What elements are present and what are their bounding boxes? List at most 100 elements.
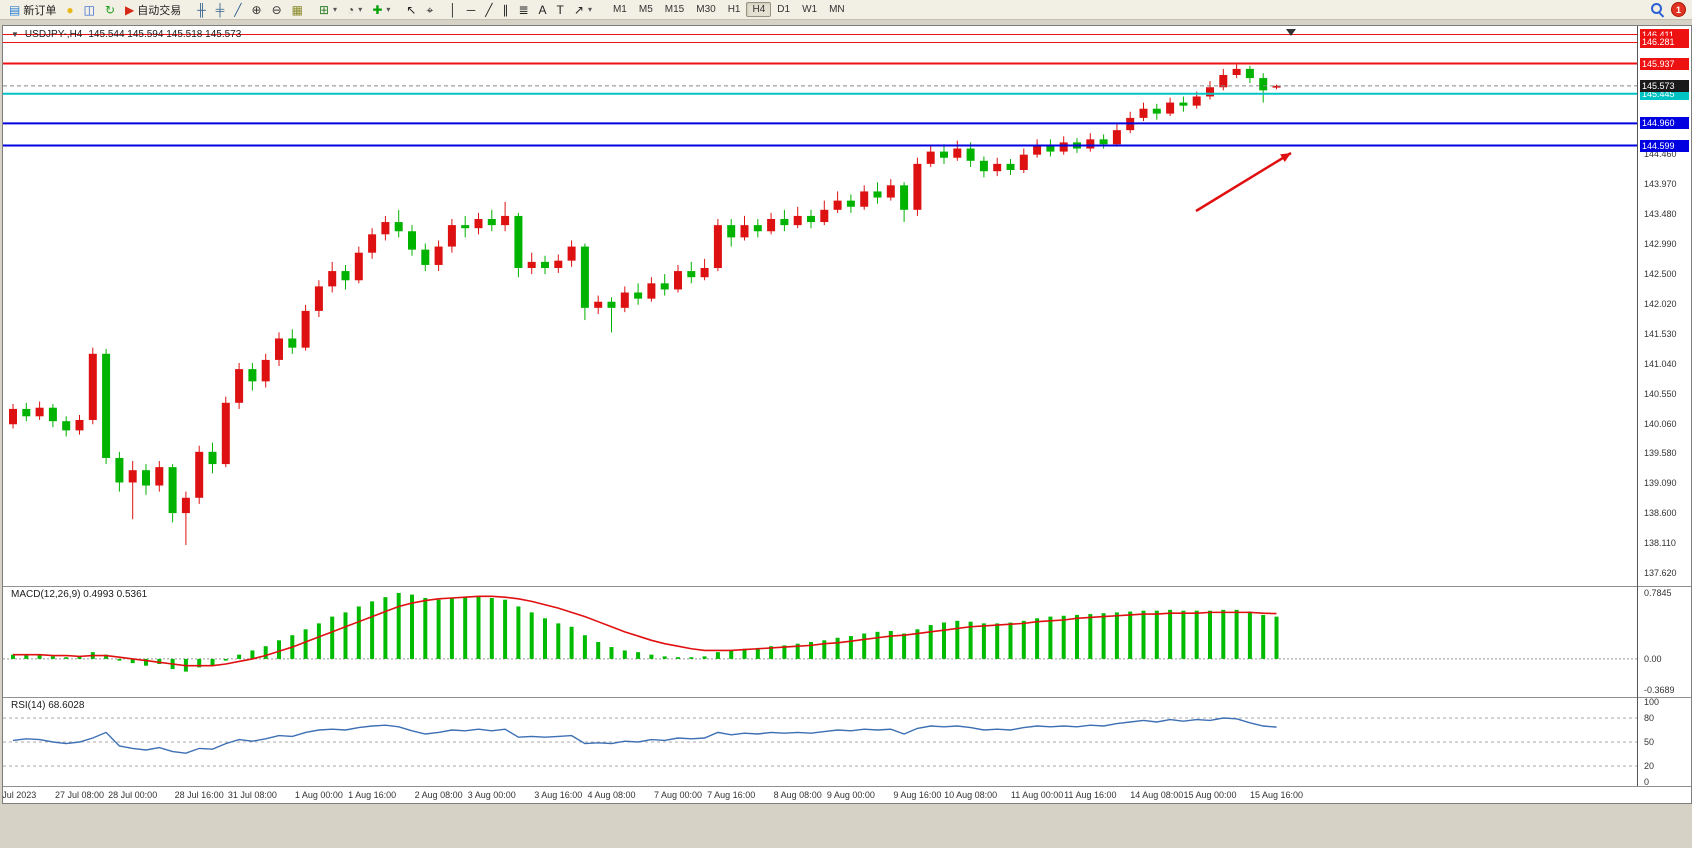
- dropdown-arrow-icon: ▾: [333, 5, 338, 14]
- candlestick-chart-button[interactable]: ╪: [211, 0, 230, 20]
- line-chart-button[interactable]: ╱: [229, 0, 246, 20]
- chart-window: ▼ USDJPY-,H4 145.544 145.594 145.518 145…: [0, 25, 1692, 804]
- channel-icon: ∥: [502, 2, 509, 17]
- timeframe-group: M1 M5 M15 M30 H1 H4 D1 W1 MN: [607, 2, 851, 17]
- crosshair-icon: ⌖: [426, 2, 434, 17]
- current-price-tag: 145.573: [1640, 79, 1689, 92]
- price-tick-label: 140.060: [1644, 418, 1677, 429]
- timeframe-mn-button[interactable]: MN: [829, 4, 845, 15]
- macd-axis-label: 0.7845: [1644, 587, 1672, 598]
- refresh-button[interactable]: ↻: [100, 0, 120, 20]
- candlestick-series: [9, 64, 1281, 545]
- rsi-axis-label: 0: [1644, 777, 1650, 787]
- collapse-triangle-icon[interactable]: ▼: [11, 30, 19, 39]
- time-axis-label: 26 Jul 2023: [0, 790, 37, 800]
- time-axis-label: 9 Aug 16:00: [893, 790, 942, 800]
- chart-ohlc-values: 145.544 145.594 145.518 145.573: [88, 29, 242, 40]
- time-axis-label: 4 Aug 08:00: [587, 790, 636, 800]
- macd-axis-label: 0.00: [1644, 653, 1662, 664]
- toolbar: ▤ 新订单 ● ◫ ↻ ▶ 自动交易 ╫ ╪ ╱ ⊕ ⊖ ▦ ⊞ ▾ ◔ ▾ ✚ ▾ ↖ ⌖ │ ─ ╱ ∥ ≣ A T ↗ ▾ M1 M5…: [0, 0, 1692, 20]
- notification-badge[interactable]: 1: [1671, 2, 1686, 17]
- tile-windows-icon: ▦: [291, 2, 303, 17]
- new-chart-icon: ⊞: [318, 2, 330, 17]
- indicators-icon: ✚: [372, 2, 383, 17]
- price-tick-label: 139.580: [1644, 448, 1677, 459]
- time-axis-label: 28 Jul 16:00: [174, 790, 224, 800]
- time-axis-label: 27 Jul 08:00: [54, 790, 105, 800]
- trendline-icon: ╱: [485, 2, 493, 17]
- rsi-axis-label: 50: [1644, 737, 1655, 747]
- price-tick-label: 139.090: [1644, 478, 1677, 489]
- toolbar-button-group: ▤ 新订单 ● ◫ ↻ ▶ 自动交易 ╫ ╪ ╱ ⊕ ⊖ ▦ ⊞ ▾ ◔ ▾ ✚ ▾ ↖ ⌖ │ ─ ╱ ∥ ≣ A T ↗ ▾: [4, 0, 603, 20]
- time-axis-label: 8 Aug 08:00: [773, 790, 822, 800]
- cursor-button[interactable]: ↖: [401, 0, 421, 20]
- macd-histogram: [11, 592, 1279, 672]
- template-button[interactable]: ●: [61, 0, 78, 20]
- price-axis[interactable]: 145.930145.440144.950144.460143.970143.4…: [1639, 26, 1691, 787]
- time-axis-label: 2 Aug 08:00: [414, 790, 463, 800]
- trendline-button[interactable]: ╱: [480, 0, 497, 20]
- timeframe-m1-button[interactable]: M1: [612, 4, 627, 15]
- autotrading-icon: ▶: [125, 2, 135, 17]
- arrow-annotation-head: [1280, 153, 1291, 163]
- zoom-in-icon: ⊕: [251, 2, 262, 17]
- fibonacci-icon: ≣: [518, 2, 529, 17]
- timeframe-h4-button[interactable]: H4: [746, 2, 772, 17]
- autotrading-button[interactable]: ▶ 自动交易: [120, 0, 186, 20]
- arrows-icon: ↗: [573, 2, 584, 17]
- timeframe-w1-button[interactable]: W1: [802, 4, 818, 15]
- price-tick-label: 144.460: [1644, 149, 1677, 160]
- zoom-out-button[interactable]: ⊖: [267, 0, 287, 20]
- arrow-annotation: [1195, 151, 1292, 213]
- time-axis-label: 3 Aug 00:00: [467, 790, 516, 800]
- timeframe-h1-button[interactable]: H1: [727, 4, 741, 15]
- bar-chart-button[interactable]: ╫: [192, 0, 211, 20]
- indicators-button[interactable]: ✚ ▾: [367, 0, 395, 20]
- text-button[interactable]: A: [534, 0, 552, 20]
- crosshair-button[interactable]: ⌖: [421, 0, 438, 20]
- new-order-button[interactable]: ▤ 新订单: [4, 0, 61, 20]
- refresh-icon: ↻: [104, 2, 115, 17]
- rsi-axis-label: 100: [1644, 697, 1660, 707]
- label-button[interactable]: T: [552, 0, 569, 20]
- periods-button[interactable]: ◔ ▾: [342, 0, 367, 20]
- template-icon: ●: [66, 2, 74, 17]
- price-tick-label: 140.550: [1644, 388, 1677, 399]
- time-axis-label: 15 Aug 16:00: [1249, 790, 1304, 800]
- dropdown-arrow-icon: ▾: [358, 5, 363, 14]
- horizontal-line-button[interactable]: ─: [462, 0, 481, 20]
- periods-icon: ◔: [347, 2, 355, 17]
- tile-windows-button[interactable]: ▦: [287, 0, 308, 20]
- time-axis-label: 11 Aug 00:00: [1010, 790, 1064, 800]
- timeframe-m30-button[interactable]: M30: [696, 4, 716, 15]
- dropdown-arrow-icon: ▾: [386, 5, 391, 14]
- candlestick-chart-icon: ╪: [215, 2, 225, 17]
- price-line-tag: 146.281: [1640, 36, 1689, 49]
- rsi-indicator-label: RSI(14) 68.6028: [11, 700, 85, 711]
- zoom-in-button[interactable]: ⊕: [247, 0, 267, 20]
- dropdown-arrow-icon: ▾: [587, 5, 592, 14]
- search-icon-handle: [1658, 12, 1665, 18]
- time-axis-label: 3 Aug 16:00: [534, 790, 583, 800]
- price-tick-label: 143.480: [1644, 209, 1677, 220]
- new-order-icon: ▤: [9, 2, 21, 17]
- timeframe-d1-button[interactable]: D1: [777, 4, 791, 15]
- search-icon[interactable]: [1650, 2, 1665, 18]
- new-chart-button[interactable]: ⊞ ▾: [314, 0, 342, 20]
- new-order-button-label: 新订单: [23, 4, 57, 17]
- profiles-icon: ◫: [83, 2, 95, 17]
- price-chart-canvas[interactable]: [3, 26, 1691, 803]
- arrows-button[interactable]: ↗ ▾: [569, 0, 597, 20]
- timeframe-m15-button[interactable]: M15: [664, 4, 685, 15]
- timeframe-m5-button[interactable]: M5: [638, 4, 653, 15]
- vertical-line-button[interactable]: │: [444, 0, 462, 20]
- profiles-button[interactable]: ◫: [79, 0, 100, 20]
- price-tick-label: 138.110: [1644, 538, 1676, 549]
- time-axis-label: 1 Aug 16:00: [348, 790, 397, 800]
- channel-button[interactable]: ∥: [497, 0, 513, 20]
- toolbar-right-group: 1: [1650, 2, 1688, 18]
- price-tick-label: 141.040: [1644, 358, 1677, 369]
- time-axis-label: 7 Aug 00:00: [653, 790, 703, 800]
- fibonacci-button[interactable]: ≣: [513, 0, 533, 20]
